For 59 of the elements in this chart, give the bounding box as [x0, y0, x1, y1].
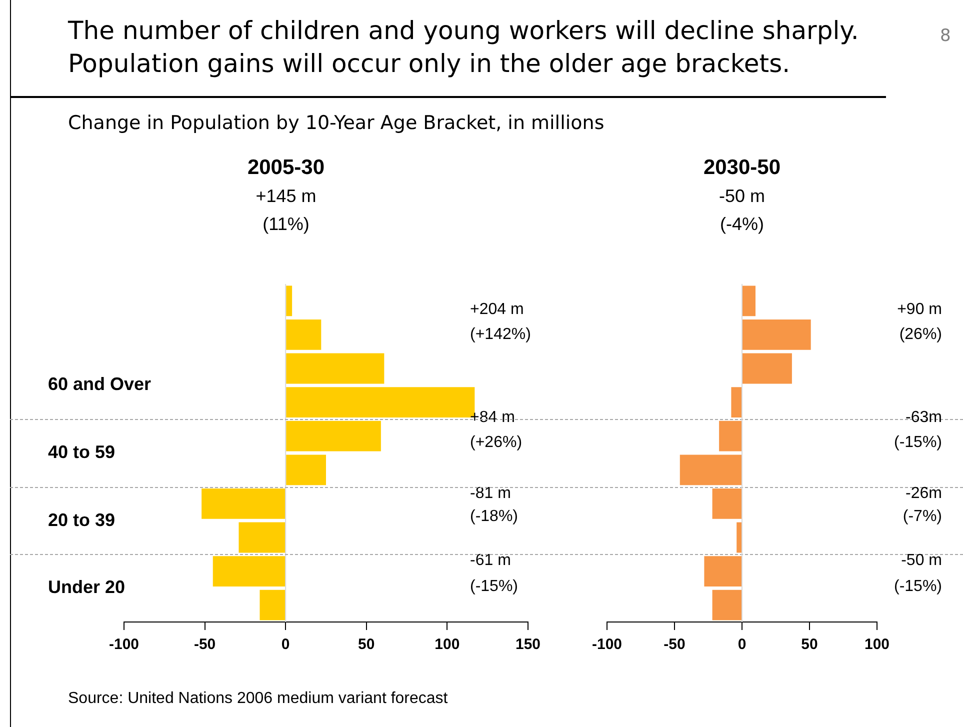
bar	[742, 353, 792, 384]
text: -50 m	[901, 552, 942, 570]
annotation: -81 m	[470, 484, 511, 503]
x-tick-label: -50	[194, 636, 216, 654]
bar	[238, 522, 286, 553]
annotation: (+142%)	[470, 326, 531, 344]
x-tick-label: 100	[864, 636, 890, 654]
annotation: (+26%)	[470, 434, 522, 452]
bar	[286, 319, 322, 350]
bar	[260, 590, 286, 620]
source-note: Source: United Nations 2006 medium variant forecast	[68, 690, 448, 708]
text: Change in Population by 10-Year Age Bracket, in millions	[68, 112, 604, 134]
annotation: -61 m	[470, 552, 511, 570]
chart-title: 2030-50	[702, 156, 782, 180]
text: 20 to 39	[48, 510, 116, 531]
annotation: +204 m	[470, 300, 524, 319]
bar	[719, 420, 742, 452]
bar	[731, 387, 742, 418]
annotation: 60 and Over	[48, 374, 152, 396]
bar	[712, 488, 742, 519]
text: (-4%)	[719, 214, 765, 235]
bar	[680, 454, 742, 486]
text: +90 m	[897, 300, 942, 319]
x-tick-label: -100	[108, 636, 140, 654]
bar	[202, 488, 286, 519]
text: 40 to 59	[48, 442, 116, 463]
bar	[736, 522, 742, 553]
chart-subtitle: +145 m	[254, 186, 318, 207]
text: -26m	[906, 484, 942, 503]
text: 8	[940, 26, 951, 46]
bar	[712, 590, 742, 620]
text: (-7%)	[902, 508, 942, 526]
bar	[212, 556, 286, 587]
bar	[286, 286, 292, 316]
x-tick-label: 0	[738, 636, 746, 654]
bar	[742, 286, 756, 316]
x-tick-label: 50	[801, 636, 818, 654]
x-tick-label: 0	[281, 636, 290, 654]
text: The number of children and young workers will decline sharply. Population gains will occur only in the older age brackets.	[68, 15, 860, 80]
chart-subtitle: -50 m	[718, 186, 766, 207]
annotation: Under 20	[48, 577, 126, 598]
text: (-15%)	[894, 434, 942, 452]
x-tick-label: -50	[664, 636, 686, 654]
annotation: (-18%)	[470, 508, 518, 526]
x-tick-label: 150	[515, 636, 541, 654]
bar	[286, 353, 384, 384]
x-tick-label: 100	[434, 636, 460, 654]
bar	[704, 556, 742, 587]
chart-title: 2005-30	[246, 156, 326, 180]
bar	[286, 454, 326, 486]
text: (26%)	[899, 326, 942, 344]
x-tick-label: -100	[592, 636, 622, 654]
bar	[286, 420, 381, 452]
text: -63m	[906, 409, 942, 428]
annotation: (-15%)	[470, 578, 518, 596]
text: (-15%)	[894, 578, 942, 596]
text: (11%)	[262, 214, 310, 235]
x-tick-label: 50	[358, 636, 375, 654]
bar	[742, 319, 811, 350]
